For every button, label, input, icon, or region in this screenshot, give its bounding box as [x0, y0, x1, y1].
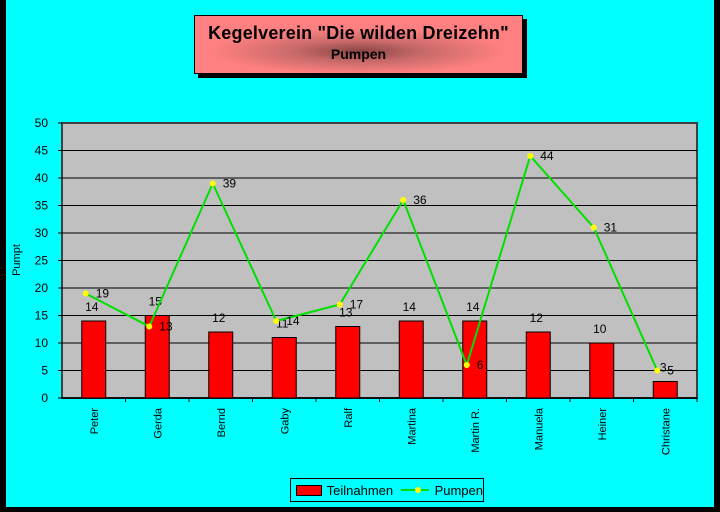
- marker-pumpen: [590, 224, 597, 231]
- legend-label-teilnahmen: Teilnahmen: [326, 482, 394, 498]
- line-value-label: 14: [286, 314, 300, 328]
- y-tick-label: 45: [35, 144, 49, 158]
- line-value-label: 36: [413, 193, 427, 207]
- chart-title-box: Kegelverein "Die wilden Dreizehn" Pumpen: [194, 15, 523, 74]
- marker-pumpen: [400, 197, 407, 203]
- y-tick-label: 0: [41, 391, 48, 405]
- marker-pumpen: [527, 153, 534, 159]
- marker-pumpen: [273, 318, 280, 324]
- y-tick-label: 50: [35, 116, 49, 130]
- y-tick-label: 20: [35, 281, 49, 295]
- line-value-label: 19: [96, 287, 110, 301]
- chart-title: Kegelverein "Die wilden Dreizehn": [208, 23, 509, 43]
- x-category-label: Martina: [406, 407, 418, 445]
- x-category-label: Gaby: [279, 408, 291, 435]
- bar-value-label: 13: [339, 306, 353, 320]
- line-value-label: 44: [540, 149, 554, 163]
- bar-teilnahmen: [525, 331, 551, 399]
- line-value-label: 39: [223, 177, 237, 191]
- marker-pumpen: [463, 362, 470, 368]
- bar-value-label: 12: [530, 311, 544, 325]
- bar-teilnahmen: [652, 381, 678, 399]
- x-category-label: Martin R.: [470, 408, 482, 453]
- x-category-label: Peter: [89, 408, 101, 435]
- x-category-label: Bernd: [216, 408, 228, 437]
- bar-value-label: 10: [593, 322, 607, 336]
- line-value-label: 5: [667, 364, 674, 378]
- y-tick-label: 35: [35, 199, 49, 213]
- bar-teilnahmen: [589, 342, 615, 399]
- x-category-label: Ralf: [343, 407, 355, 428]
- marker-pumpen: [146, 323, 153, 330]
- legend-line-marker-icon: [401, 485, 430, 495]
- bar-value-label: 3: [660, 361, 667, 375]
- legend: Teilnahmen Pumpen: [290, 478, 484, 502]
- x-category-label: Heiner: [597, 408, 609, 441]
- legend-bar-swatch: [296, 484, 322, 496]
- bar-teilnahmen: [335, 326, 361, 399]
- marker-pumpen: [82, 290, 89, 297]
- y-tick-label: 25: [35, 254, 49, 268]
- bar-teilnahmen: [462, 320, 488, 399]
- x-category-label: Gerda: [152, 407, 164, 438]
- y-tick-label: 40: [35, 171, 49, 185]
- bar-teilnahmen: [271, 337, 297, 399]
- bar-value-label: 14: [466, 300, 480, 314]
- y-tick-label: 30: [35, 226, 49, 240]
- line-value-label: 17: [350, 298, 364, 312]
- line-value-label: 13: [159, 320, 173, 334]
- marker-pumpen: [654, 367, 661, 374]
- y-tick-label: 10: [35, 336, 49, 350]
- x-category-label: Manuela: [533, 407, 545, 450]
- bar-teilnahmen: [81, 320, 107, 399]
- bar-teilnahmen: [208, 331, 234, 399]
- bar-value-label: 12: [212, 311, 226, 325]
- line-pumpen: [85, 154, 659, 371]
- bar-value-label: 14: [403, 300, 417, 314]
- y-tick-label: 5: [41, 364, 48, 378]
- y-axis-label: Pumpt: [11, 244, 23, 276]
- marker-pumpen: [336, 301, 343, 308]
- x-category-label: Christane: [660, 408, 672, 455]
- line-value-label: 6: [477, 358, 484, 372]
- bar-teilnahmen: [398, 320, 424, 399]
- marker-pumpen: [209, 180, 216, 187]
- chart-subtitle: Pumpen: [330, 46, 387, 62]
- bar-value-label: 14: [85, 300, 99, 314]
- line-value-label: 31: [604, 221, 618, 235]
- y-tick-label: 15: [35, 309, 49, 323]
- legend-label-pumpen: Pumpen: [434, 482, 483, 498]
